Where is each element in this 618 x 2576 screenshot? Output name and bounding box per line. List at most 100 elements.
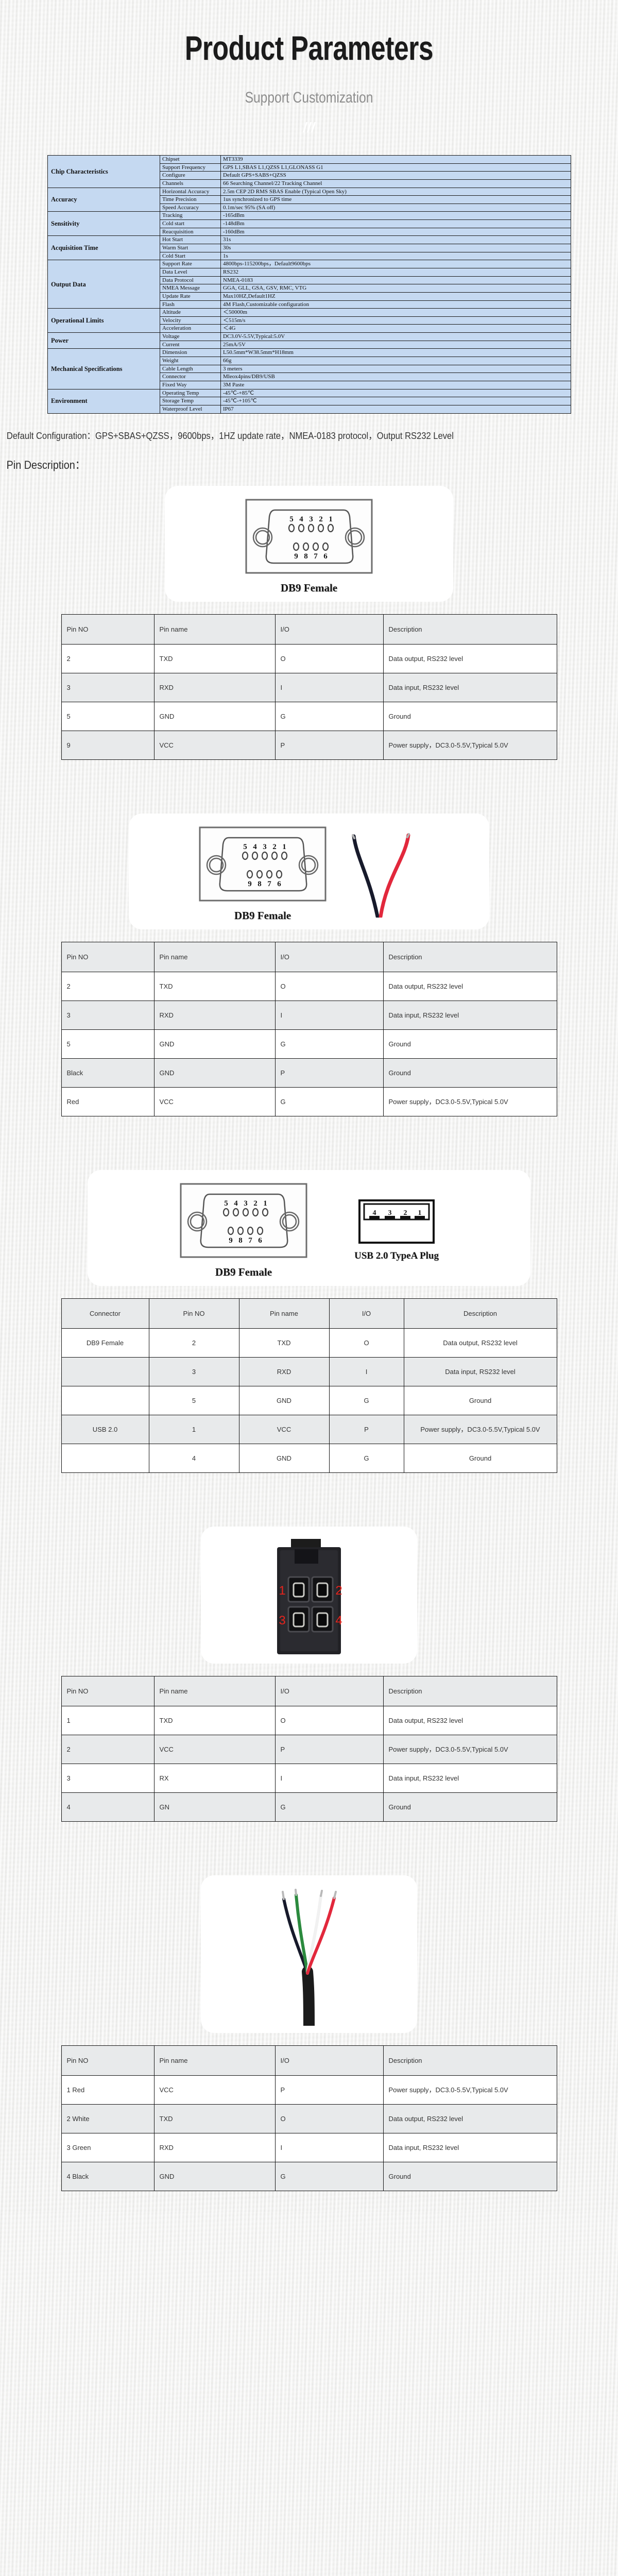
table-cell: DB9 Female (61, 1328, 149, 1358)
table-cell: G (274, 1029, 384, 1059)
table-cell: GND (153, 2162, 276, 2192)
table-row: 3 RXD I Data input, RS232 level (61, 673, 557, 703)
table-cell: G (274, 1087, 384, 1117)
table-cell: RXD (153, 2133, 276, 2163)
table-cell: Data input, RS232 level (383, 2133, 557, 2163)
page-title: Product Parameters (184, 29, 434, 67)
product-spec-table: Chip Characteristics Chipset MT3339 Support… (47, 155, 571, 414)
svg-text:3: 3 (388, 1209, 391, 1217)
spec-value: 0.1m/sec 95% (SA off) (220, 203, 571, 212)
table-cell: Power supply，DC3.0-5.5V,Typical 5.0V (403, 1415, 557, 1445)
spec-value: IP67 (220, 404, 571, 414)
table-cell: VCC (153, 731, 276, 760)
spec-key: Tracking (160, 211, 221, 221)
table-cell: 2 (61, 972, 154, 1002)
spec-key: Cable Length (160, 364, 221, 374)
table-cell: Ground (403, 1386, 557, 1416)
table-cell: RXD (238, 1357, 330, 1387)
spec-value: RS232 (220, 267, 571, 277)
table-cell: Power supply，DC3.0-5.5V,Typical 5.0V (383, 731, 557, 760)
column-header: Description (383, 614, 557, 645)
table-cell: 1 (61, 1706, 154, 1736)
table-cell: Power supply，DC3.0-5.5V,Typical 5.0V (383, 1087, 557, 1117)
table-cell: I (274, 2133, 384, 2163)
spec-key: Voltage (160, 332, 221, 341)
svg-text:4: 4 (253, 843, 257, 851)
spec-key: Altitude (160, 308, 221, 317)
usb-type-a-plug-icon: 4 3 2 1 (358, 1199, 435, 1244)
svg-text:6: 6 (277, 880, 281, 888)
spec-key: Cold start (160, 219, 221, 228)
spec-key: Velocity (160, 316, 221, 325)
table-cell: Power supply，DC3.0-5.5V,Typical 5.0V (383, 2075, 557, 2105)
table-cell: VCC (153, 2075, 276, 2105)
table-row: 2 TXD O Data output, RS232 level (61, 972, 557, 1002)
table-cell: Ground (383, 1058, 557, 1088)
table-cell: 3 (61, 1764, 154, 1793)
table-cell: Ground (383, 1029, 557, 1059)
figure-label-db9-female: DB9 Female (280, 582, 338, 595)
spec-row: Current 25mA/5V (48, 340, 571, 349)
table-row: USB 2.0 1 VCC P Power supply，DC3.0-5.5V,Typi… (61, 1415, 557, 1445)
spec-group-label: Operational Limits (47, 308, 160, 333)
spec-row: Operational Limits Altitude ＜50000m (47, 308, 571, 333)
column-header: I/O (274, 614, 384, 645)
table-cell: RXD (153, 1001, 276, 1030)
table-cell: Data output, RS232 level (383, 972, 557, 1002)
spec-key: Data Protocol (160, 276, 221, 285)
spec-key: NMEA Message (160, 284, 221, 293)
svg-text:9: 9 (248, 880, 252, 888)
table-row: 3 RXD I Data input, RS232 level (61, 1001, 557, 1030)
table-cell: I (274, 1001, 384, 1030)
table-cell: 5 (61, 702, 154, 732)
table-cell: O (274, 972, 384, 1002)
column-header: I/O (329, 1298, 404, 1329)
table-cell: Data output, RS232 level (403, 1328, 557, 1358)
spec-row: Weight 66g (48, 357, 571, 365)
table-cell: RXD (153, 673, 276, 703)
table-cell: 4 Black (61, 2162, 154, 2192)
svg-text:1: 1 (282, 843, 286, 851)
spec-value: ＜4G (220, 324, 571, 333)
table-cell: I (274, 1764, 384, 1793)
spec-row: Warm Start 30s (48, 244, 571, 252)
table-cell: P (274, 731, 384, 760)
table-cell: I (329, 1357, 404, 1387)
pin-table-bare-wires: Pin NO Pin name I/O Description 1 Red VCC P Po… (61, 2045, 557, 2192)
spec-row: Cable Length 3 meters (48, 364, 571, 374)
spec-row: Acquisition Time Hot Start 31s (47, 235, 571, 261)
table-cell: Data input, RS232 level (383, 673, 557, 703)
decorative-slashes (0, 122, 618, 133)
column-header: Pin NO (61, 942, 154, 973)
table-cell: P (274, 1735, 384, 1765)
hero-section: Product Parameters Support Customization (0, 0, 618, 133)
table-cell: O (274, 644, 384, 674)
table-row: 3 Green RXD I Data input, RS232 level (61, 2133, 557, 2163)
svg-text:2: 2 (335, 1584, 342, 1598)
svg-text:1: 1 (263, 1199, 267, 1208)
spec-value: MT3339 (220, 155, 571, 164)
spec-value: 66 Searching Channel/22 Tracking Channel (220, 179, 571, 188)
table-cell: 3 (61, 673, 154, 703)
spec-key: Configure (160, 171, 221, 180)
svg-text:7: 7 (248, 1236, 252, 1245)
spec-row: Cold Start 1s (48, 251, 571, 261)
spec-key: Dimension (160, 348, 221, 358)
svg-text:1: 1 (279, 1584, 285, 1598)
spec-value: 4800bps-115200bps，Default9600bps (220, 260, 571, 268)
table-row: 2 VCC P Power supply，DC3.0-5.5V,Typical 5.0… (61, 1735, 557, 1765)
column-header: Description (383, 942, 557, 973)
table-cell: O (274, 2104, 384, 2134)
table-cell (61, 1386, 149, 1416)
spec-row: Sensitivity Tracking -165dBm (47, 211, 571, 236)
spec-value: 3 meters (220, 364, 571, 374)
spec-value: 31s (220, 235, 571, 245)
svg-text:4: 4 (335, 1614, 342, 1628)
table-row: 5 GND G Ground (61, 702, 557, 732)
svg-text:7: 7 (267, 880, 271, 888)
